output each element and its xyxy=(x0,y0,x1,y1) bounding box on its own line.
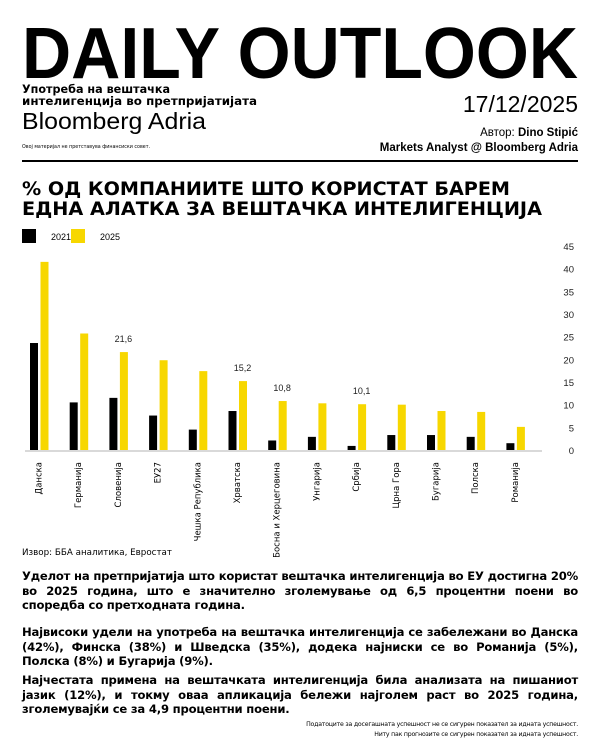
bar-2025 xyxy=(199,371,208,450)
y-tick-label: 10 xyxy=(563,401,574,412)
bar-2021 xyxy=(228,411,237,450)
subtitle-line1: Употреба на вештачка xyxy=(22,82,170,96)
x-tick-label: Словенија xyxy=(114,462,124,507)
y-tick-label: 15 xyxy=(563,378,574,389)
data-label: 21,6 xyxy=(115,334,133,344)
data-label: 10,1 xyxy=(353,386,371,396)
x-tick-label: Романија xyxy=(511,462,521,503)
bar-2025 xyxy=(278,401,287,450)
x-tick-label: Унгарија xyxy=(312,462,322,501)
bar-2021 xyxy=(268,440,277,450)
data-label: 15,2 xyxy=(234,363,252,373)
author-role: Markets Analyst @ Bloomberg Adria xyxy=(380,142,579,154)
bar-2025 xyxy=(239,381,247,450)
bar-2021 xyxy=(506,443,515,450)
disclaimer: Овој материјал не претставува финансиски… xyxy=(22,144,150,150)
footer-disclaimer-2: Ниту пак прогнозите се сигурен показател… xyxy=(374,731,578,738)
legend-swatch-2025 xyxy=(71,229,85,243)
bar-2021 xyxy=(109,397,118,450)
x-tick-label: Полска xyxy=(471,462,481,494)
chart-title-line1: % ОД КОМПАНИИТЕ ШТО КОРИСТАТ БАРЕМ xyxy=(22,178,510,200)
author-name: Dino Stipić xyxy=(518,127,579,139)
bar-2025 xyxy=(397,404,406,450)
y-tick-label: 0 xyxy=(569,446,574,457)
header-divider xyxy=(22,160,578,162)
bar-2025 xyxy=(318,403,327,450)
x-tick-label: Босна и Херцеговина xyxy=(273,462,283,558)
x-tick-label: Данска xyxy=(35,462,45,494)
bar-2025 xyxy=(437,411,446,450)
bar-2025 xyxy=(358,404,367,450)
y-tick-label: 25 xyxy=(563,333,574,344)
x-tick-label: ЕУ27 xyxy=(154,462,164,483)
bar-2025 xyxy=(80,333,89,450)
subtitle-line2: интелигенција во претпријатијата xyxy=(22,94,257,108)
y-tick-label: 20 xyxy=(563,355,574,366)
bar-2021 xyxy=(347,445,356,450)
body-paragraph-3: Најчестата примена на вештачката интелиг… xyxy=(22,673,578,717)
y-tick-label: 30 xyxy=(563,310,574,321)
bar-2025 xyxy=(40,261,49,450)
legend-swatch-2021 xyxy=(22,229,36,243)
y-tick-label: 35 xyxy=(563,287,574,298)
legend-label-2021: 2021 xyxy=(51,232,71,242)
bar-2021 xyxy=(387,435,396,450)
bar-2021 xyxy=(307,436,316,450)
report-date: 17/12/2025 xyxy=(463,91,578,117)
body-paragraph-1: Уделот на претпријатија што користат веш… xyxy=(22,569,578,613)
footer-disclaimer-1: Податоците за досегашната успешност не с… xyxy=(306,721,578,728)
x-tick-label: Хрватска xyxy=(233,462,243,503)
x-tick-label: Чешка Република xyxy=(193,462,203,541)
author-line: Автор: Dino Stipić xyxy=(480,127,579,139)
bar-2025 xyxy=(159,360,168,450)
x-tick-label: Германија xyxy=(74,462,84,508)
legend-label-2025: 2025 xyxy=(100,232,120,242)
x-tick-label: Црна Гора xyxy=(392,462,402,508)
chart-title-line2: ЕДНА АЛАТКА ЗА ВЕШТАЧКА ИНТЕЛИГЕНЦИЈА xyxy=(22,198,542,220)
bar-chart: 0 5 10 15 20 25 30 35 40 45 Данска Германија Словени… xyxy=(25,242,574,558)
bar-2021 xyxy=(188,429,197,450)
page-graphics: DAILY OUTLOOK Употреба на вештачка интел… xyxy=(22,14,579,558)
y-tick-label: 5 xyxy=(569,423,574,434)
page-title: DAILY OUTLOOK xyxy=(22,14,578,94)
x-tick-label: Србија xyxy=(352,462,362,492)
x-axis-line xyxy=(25,450,542,452)
author-label: Автор: xyxy=(480,127,518,139)
chart-source: Извор: ББА аналитика, Евростат xyxy=(22,548,172,558)
bar-2021 xyxy=(30,343,38,450)
bar-2025 xyxy=(516,426,525,450)
body-paragraph-2: Највисоки удели на употреба на вештачка … xyxy=(22,625,578,669)
bar-2025 xyxy=(477,411,486,450)
brand-logo: Bloomberg Adria xyxy=(22,108,206,134)
x-tick-label: Бугарија xyxy=(432,462,442,501)
y-tick-label: 40 xyxy=(563,265,574,276)
bar-2021 xyxy=(69,402,78,450)
bar-2021 xyxy=(149,415,158,450)
bar-2021 xyxy=(427,435,435,450)
bar-2025 xyxy=(119,352,128,450)
bar-2021 xyxy=(466,436,475,450)
y-tick-label: 45 xyxy=(563,242,574,253)
data-label: 10,8 xyxy=(273,383,291,393)
